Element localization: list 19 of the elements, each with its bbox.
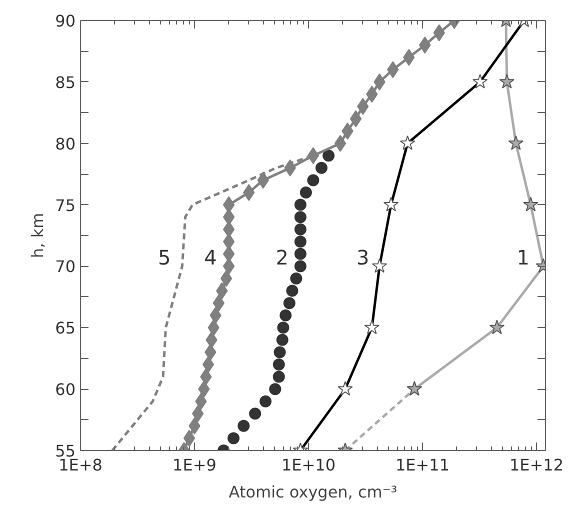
series-label: 1 xyxy=(516,246,530,270)
x-tick-label: 1E+11 xyxy=(395,456,450,474)
y-axis-title: h, km xyxy=(28,212,48,258)
series-label: 5 xyxy=(158,246,171,270)
y-tick-label: 75 xyxy=(55,196,76,215)
x-tick-label: 1E+8 xyxy=(58,456,102,474)
x-axis-title: Atomic oxygen, cm⁻³ xyxy=(228,482,398,502)
y-tick-label: 85 xyxy=(55,72,76,92)
x-tick-label: 1E+9 xyxy=(172,456,216,474)
y-tick-label: 90 xyxy=(55,12,76,30)
y-tick-label: 65 xyxy=(55,318,76,338)
x-tick-label: 1E+12 xyxy=(509,456,564,474)
y-tick-label: 70 xyxy=(55,257,76,276)
series-label: 3 xyxy=(356,246,370,270)
series-label: 2 xyxy=(276,246,288,270)
x-tick-label: 1E+10 xyxy=(281,456,336,474)
y-tick-label: 80 xyxy=(55,134,76,154)
y-tick-label: 60 xyxy=(55,380,76,400)
series-label: 4 xyxy=(204,246,217,270)
